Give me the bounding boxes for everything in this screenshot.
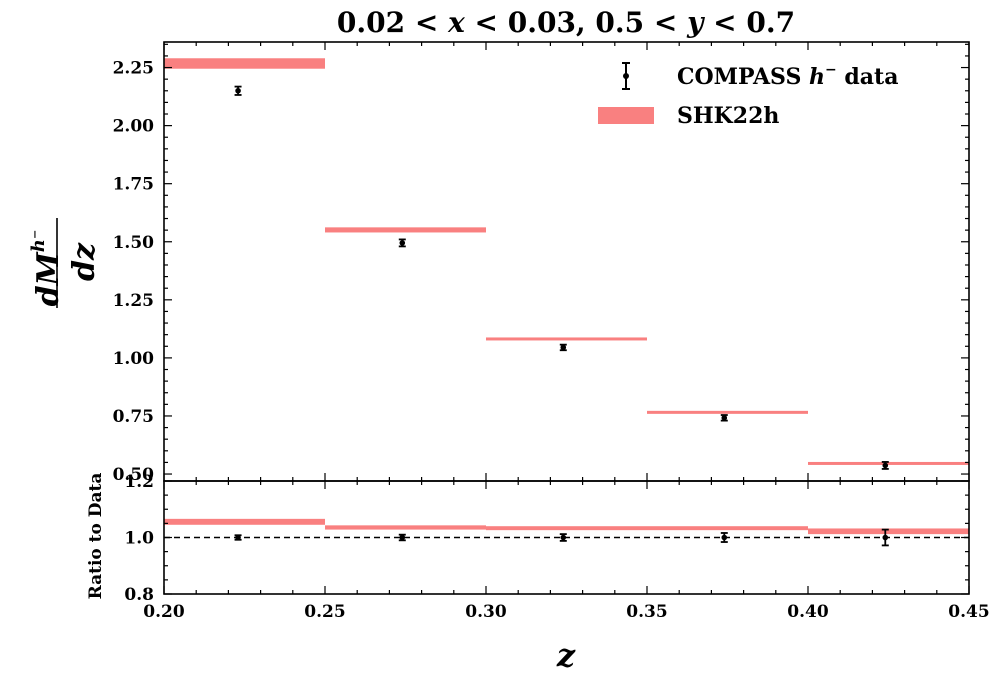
main-ytick-label-1: 0.75 (113, 407, 154, 427)
x-tick-label-4: 0.40 (787, 602, 829, 622)
main-ticks: 0.50 0.75 1.00 1.25 1.50 1.75 2.00 2.25 (113, 42, 970, 485)
main-ytick-label-2: 1.00 (113, 349, 155, 369)
main-data-marker-2 (560, 344, 567, 351)
main-model-band-0 (164, 58, 325, 69)
main-data-marker-4 (882, 462, 889, 469)
ratio-model-band-0 (164, 518, 325, 525)
x-tick-label-0: 0.20 (143, 602, 185, 622)
main-y-axis-label: dMh⁻ dz (28, 218, 102, 308)
ratio-data-point-0 (234, 534, 242, 541)
main-model-band-2 (486, 337, 647, 341)
main-ytick-label-7: 2.25 (113, 59, 154, 79)
main-model-band-3 (647, 410, 808, 414)
x-tick-label-5: 0.45 (948, 602, 989, 622)
ratio-data-point-3 (720, 532, 728, 543)
ratio-panel-frame (163, 480, 970, 595)
main-panel-frame (163, 41, 970, 482)
chart-title: 0.02 < x < 0.03, 0.5 < y < 0.7 (337, 6, 795, 39)
ratio-data-series (234, 528, 889, 547)
ratio-model-band-2 (486, 526, 647, 531)
legend-entry-data: COMPASS h− data (622, 62, 898, 90)
ratio-data-marker-2 (560, 534, 567, 541)
ratio-data-marker-1 (399, 534, 406, 541)
ratio-model-band-4 (808, 528, 969, 535)
main-ytick-label-0: 0.50 (113, 465, 155, 485)
ratio-data-marker-4 (882, 534, 889, 541)
x-tick-labels: 0.20 0.25 0.30 0.35 0.40 0.45 (143, 602, 989, 622)
ratio-data-marker-3 (721, 534, 728, 541)
ratio-data-point-1 (398, 533, 406, 542)
legend-label-data: COMPASS h− data (677, 62, 898, 90)
main-ytick-label-4: 1.50 (113, 233, 155, 253)
ratio-data-marker-0 (235, 534, 241, 541)
main-data-point-3 (720, 414, 728, 422)
ratio-model-series (164, 518, 969, 535)
svg-text:dz: dz (67, 242, 102, 281)
main-data-point-0 (234, 85, 242, 96)
main-model-band-1 (325, 227, 486, 233)
main-data-marker-0 (235, 87, 241, 94)
main-model-series (164, 58, 969, 465)
svg-text:dMh⁻: dMh⁻ (28, 230, 66, 307)
legend-entry-model: SHK22h (598, 103, 779, 129)
x-tick-label-1: 0.25 (304, 602, 345, 622)
legend-swatch-model (598, 107, 654, 124)
legend-label-model: SHK22h (677, 103, 779, 129)
main-data-series (234, 85, 889, 470)
main-data-point-2 (559, 343, 567, 352)
ratio-ticks: 0.8 1.0 1.2 (124, 472, 970, 605)
ratio-ytick-label-0: 0.8 (124, 585, 154, 605)
main-data-marker-3 (721, 415, 728, 421)
x-tick-label-2: 0.30 (465, 602, 507, 622)
legend: COMPASS h− data SHK22h (598, 62, 898, 129)
main-model-band-4 (808, 461, 969, 465)
ratio-model-band-3 (647, 526, 808, 531)
ratio-data-point-2 (559, 533, 567, 542)
main-ytick-label-5: 1.75 (113, 175, 154, 195)
main-data-point-1 (398, 238, 406, 248)
main-ytick-label-6: 2.00 (113, 117, 155, 137)
x-axis-label: z (556, 636, 576, 674)
main-ytick-label-3: 1.25 (113, 291, 154, 311)
main-data-marker-1 (399, 240, 406, 246)
ratio-ytick-label-2: 1.2 (124, 472, 154, 492)
ratio-data-point-4 (881, 528, 889, 547)
ratio-y-axis-label: Ratio to Data (86, 473, 106, 600)
ratio-ytick-label-1: 1.0 (124, 529, 154, 549)
x-tick-label-3: 0.35 (626, 602, 667, 622)
ratio-model-band-1 (325, 525, 486, 530)
main-data-point-4 (881, 461, 889, 470)
